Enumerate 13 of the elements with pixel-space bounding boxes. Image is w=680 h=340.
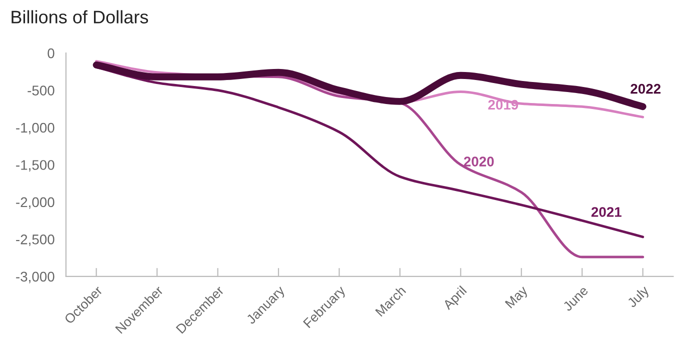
- x-tick-label: May: [504, 285, 530, 310]
- series-label: 2021: [591, 207, 622, 217]
- y-tick-label: -500: [28, 86, 54, 96]
- y-tick-label: -1,000: [16, 122, 54, 134]
- y-axis-title: Billions of Dollars: [12, 10, 148, 24]
- y-tick-label: 0: [48, 48, 54, 58]
- x-tick-label: July: [626, 284, 652, 310]
- y-tick-label: -2,500: [16, 234, 54, 246]
- series-label: 2022: [630, 84, 661, 94]
- y-tick-label: -3,000: [16, 272, 54, 284]
- y-tick-label: -1,500: [16, 160, 54, 172]
- series-label: 2020: [464, 156, 494, 166]
- y-tick-label: -2,000: [16, 197, 54, 209]
